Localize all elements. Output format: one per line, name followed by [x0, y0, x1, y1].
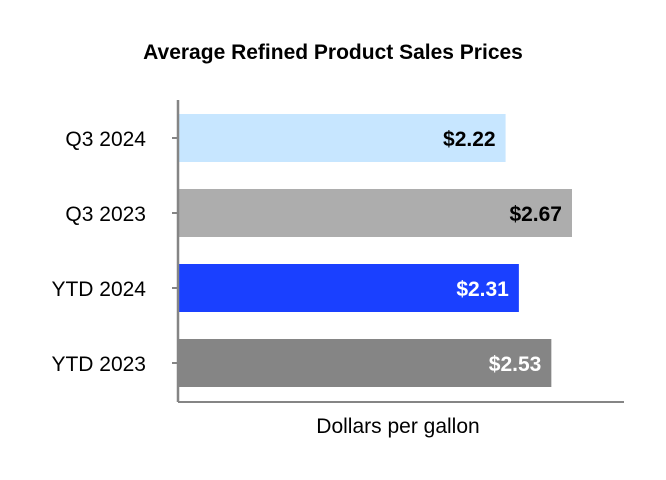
bars-layer: $2.22 $2.67 $2.31 $2.53	[178, 114, 572, 387]
bar	[178, 339, 552, 387]
x-axis-label: Dollars per gallon	[316, 415, 479, 438]
category-label: Q3 2023	[65, 203, 146, 226]
category-label: YTD 2024	[51, 278, 146, 301]
bar-value-label: $2.22	[443, 128, 496, 151]
bar	[178, 189, 572, 237]
axes-layer: Q3 2024 Q3 2023 YTD 2024 YTD 2023	[51, 100, 624, 403]
bar	[178, 264, 519, 312]
bar-value-label: $2.31	[456, 278, 509, 301]
chart-title: Average Refined Product Sales Prices	[143, 41, 523, 64]
category-label: YTD 2023	[51, 353, 146, 376]
bar	[178, 114, 506, 162]
category-label: Q3 2024	[65, 128, 146, 151]
bar-value-label: $2.67	[509, 203, 562, 226]
bar-value-label: $2.53	[489, 353, 542, 376]
